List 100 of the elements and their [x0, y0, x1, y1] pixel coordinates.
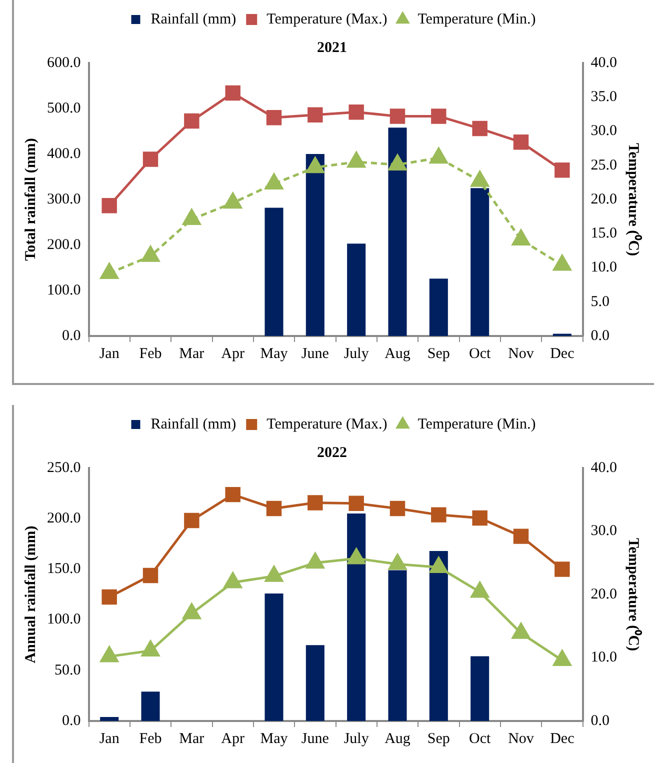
point	[553, 650, 572, 666]
point	[100, 262, 118, 279]
point	[430, 557, 448, 574]
y2-tick-label: 5.0	[590, 294, 610, 310]
bar	[347, 244, 366, 336]
bar	[347, 514, 366, 721]
bar	[429, 550, 448, 721]
y-tick-label: 300.0	[47, 191, 81, 208]
legend-label: Temperature (Min.)	[418, 11, 536, 28]
y2-tick-label: 0.0	[590, 328, 610, 344]
point	[266, 110, 282, 126]
point	[264, 174, 284, 190]
point	[347, 548, 366, 564]
x-tick-label: Apr	[221, 346, 244, 362]
x-tick-label: Aug	[384, 346, 411, 362]
point	[512, 622, 530, 639]
y2-tick-label: 40.0	[590, 54, 617, 71]
legend-label: Temperature (Max.)	[266, 11, 388, 28]
y2-tick-label: 30.0	[590, 123, 617, 140]
point	[141, 640, 160, 657]
y-tick-label: 150.0	[47, 561, 81, 578]
point	[431, 108, 446, 124]
y-tick-label: 200.0	[47, 510, 81, 527]
y2-tick-label: 0.0	[590, 712, 610, 729]
bar	[141, 692, 160, 721]
x-tick-label: Oct	[468, 730, 492, 747]
x-tick-label: Mar	[179, 730, 204, 747]
bar	[100, 716, 119, 721]
y2-tick-label: 35.0	[590, 89, 617, 106]
point	[470, 170, 489, 187]
point	[430, 148, 448, 164]
x-tick-label: July	[344, 346, 370, 362]
point	[308, 495, 323, 510]
bar	[429, 278, 448, 336]
bar	[264, 208, 284, 336]
y-tick-label: 500.0	[47, 100, 81, 116]
x-tick-label: Oct	[468, 346, 492, 362]
y-tick-label: 200.0	[47, 236, 81, 253]
x-tick-label: Dec	[550, 346, 575, 362]
point	[225, 486, 240, 502]
point	[431, 507, 446, 522]
bar	[470, 188, 490, 336]
point	[182, 209, 201, 226]
y-tick-label: 100.0	[47, 282, 81, 298]
y2-tick-label: 20.0	[590, 191, 617, 208]
point	[390, 108, 406, 124]
y2-tick-label: 10.0	[590, 260, 617, 276]
point	[513, 528, 529, 544]
y2-tick-label: 10.0	[590, 650, 617, 666]
y-tick-label: 100.0	[47, 612, 81, 628]
x-tick-label: Nov	[508, 730, 534, 747]
point	[554, 162, 570, 178]
x-tick-label: Dec	[550, 730, 575, 747]
y-axis-title: Total rainfall (mm)	[22, 138, 39, 261]
point	[100, 646, 118, 662]
y2-axis-title: Temperature (⁰C)	[625, 538, 644, 651]
point	[512, 230, 530, 246]
x-tick-label: Feb	[139, 730, 162, 747]
bar	[264, 593, 284, 721]
point	[142, 152, 158, 167]
point	[142, 568, 158, 584]
y2-axis-title: Temperature (⁰C)	[625, 143, 644, 256]
y-tick-label: 0.0	[62, 712, 81, 729]
y2-tick-label: 25.0	[590, 157, 617, 174]
x-tick-label: Feb	[139, 346, 162, 362]
point	[266, 500, 282, 516]
x-tick-label: Mar	[179, 346, 204, 362]
point	[141, 246, 160, 262]
point	[390, 500, 406, 516]
point	[306, 157, 324, 174]
legend-label: Rainfall (mm)	[150, 416, 236, 432]
x-tick-label: Aug	[384, 730, 411, 747]
bar	[306, 154, 324, 336]
y2-tick-label: 30.0	[590, 523, 617, 540]
x-tick-label: June	[301, 346, 330, 362]
point	[224, 572, 242, 588]
y2-tick-label: 40.0	[590, 460, 617, 476]
legend-label: Temperature (Max.)	[266, 416, 388, 432]
bar	[388, 570, 407, 721]
x-tick-label: May	[260, 730, 288, 747]
point	[225, 85, 240, 101]
x-tick-label: May	[260, 346, 288, 362]
y-axis-title: Annual rainfall (mm)	[22, 526, 39, 664]
point	[182, 603, 201, 620]
point	[348, 496, 364, 512]
legend-label: Temperature (Min.)	[418, 416, 536, 432]
point	[554, 562, 570, 577]
y-tick-label: 50.0	[54, 662, 81, 678]
bar	[306, 645, 324, 721]
point	[553, 254, 572, 271]
point	[470, 582, 489, 598]
point	[306, 552, 324, 569]
x-tick-label: Apr	[221, 730, 244, 747]
bar	[470, 656, 490, 721]
y-tick-label: 400.0	[47, 146, 81, 162]
point	[308, 107, 323, 122]
chart-title: 2021	[317, 40, 347, 56]
point	[347, 152, 366, 168]
x-tick-label: Jan	[99, 730, 120, 747]
x-tick-label: Sep	[427, 346, 450, 362]
